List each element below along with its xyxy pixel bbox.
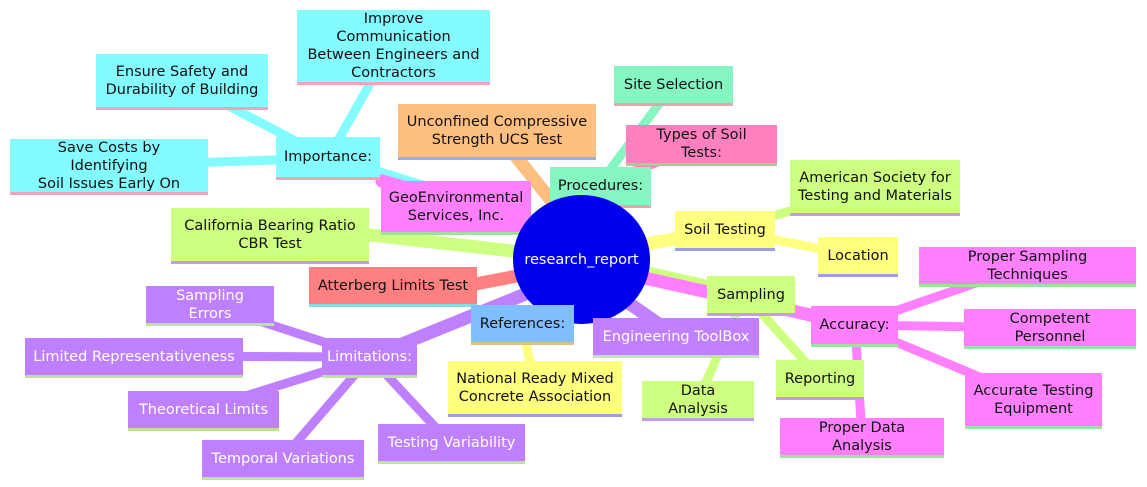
- node-label: California Bearing Ratio CBR Test: [184, 217, 356, 252]
- node-testing-variability[interactable]: Testing Variability: [378, 424, 525, 464]
- node-label: Proper Sampling Techniques: [967, 248, 1088, 283]
- node-competent-personnel[interactable]: Competent Personnel: [964, 309, 1136, 349]
- node-label: Ensure Safety and Durability of Building: [105, 63, 259, 98]
- node-label: Reporting: [784, 370, 856, 387]
- node-label: National Ready Mixed Concrete Associatio…: [456, 370, 614, 405]
- node-label: Theoretical Limits: [138, 401, 269, 418]
- node-label: Soil Testing: [684, 221, 766, 238]
- node-reporting[interactable]: Reporting: [776, 360, 864, 400]
- node-limited-representativeness[interactable]: Limited Representativeness: [25, 338, 243, 378]
- node-label: Types of Soil Tests:: [656, 127, 747, 161]
- node-american-society[interactable]: American Society for Testing and Materia…: [790, 160, 960, 216]
- node-data-analysis[interactable]: Data Analysis: [642, 381, 754, 421]
- node-label: Competent Personnel: [1009, 310, 1091, 345]
- node-save-costs[interactable]: Save Costs by Identifying Soil Issues Ea…: [10, 139, 208, 195]
- node-label: Limited Representativeness: [33, 348, 235, 365]
- node-label: Importance:: [284, 149, 372, 165]
- node-label: Accurate Testing Equipment: [973, 382, 1094, 417]
- node-atterberg[interactable]: Atterberg Limits Test: [309, 267, 477, 307]
- node-types-of-soil-tests[interactable]: Types of Soil Tests:: [626, 125, 777, 166]
- node-ensure-safety[interactable]: Ensure Safety and Durability of Building: [96, 54, 268, 110]
- node-unconfined[interactable]: Unconfined Compressive Strength UCS Test: [398, 104, 596, 160]
- node-label: Unconfined Compressive Strength UCS Test: [406, 113, 588, 148]
- node-national-ready-mixed[interactable]: National Ready Mixed Concrete Associatio…: [448, 361, 622, 417]
- node-label: Site Selection: [623, 76, 724, 93]
- node-label: Sampling: [717, 286, 785, 303]
- node-sampling-errors[interactable]: Sampling Errors: [146, 286, 274, 326]
- node-label: Sampling Errors: [176, 287, 244, 322]
- node-label: Atterberg Limits Test: [317, 277, 469, 294]
- node-label: Location: [827, 247, 889, 264]
- node-improve-communication[interactable]: Improve Communication Between Engineers …: [297, 10, 490, 85]
- node-label: Save Costs by Identifying Soil Issues Ea…: [37, 139, 181, 192]
- root-node[interactable]: research_report: [513, 195, 650, 324]
- node-label: Improve Communication Between Engineers …: [307, 11, 480, 81]
- node-location[interactable]: Location: [818, 237, 898, 277]
- node-label: Accuracy:: [819, 317, 890, 333]
- node-label: Procedures:: [557, 178, 644, 194]
- node-label: Limitations:: [326, 348, 413, 365]
- node-california[interactable]: California Bearing Ratio CBR Test: [171, 208, 369, 264]
- node-limitations[interactable]: Limitations:: [322, 338, 417, 378]
- node-geoenvironmental[interactable]: GeoEnvironmental Services, Inc.: [381, 181, 531, 235]
- node-engineering-toolbox[interactable]: Engineering ToolBox: [593, 318, 759, 358]
- node-label: Temporal Variations: [211, 450, 355, 467]
- node-theoretical-limits[interactable]: Theoretical Limits: [128, 391, 279, 431]
- node-proper-data-analysis[interactable]: Proper Data Analysis: [780, 418, 944, 458]
- node-proper-sampling[interactable]: Proper Sampling Techniques: [919, 247, 1136, 287]
- node-label: References:: [479, 315, 566, 332]
- root-label: research_report: [524, 251, 639, 268]
- node-accurate-testing[interactable]: Accurate Testing Equipment: [965, 373, 1102, 429]
- node-label: Engineering ToolBox: [602, 328, 750, 345]
- node-temporal-variations[interactable]: Temporal Variations: [202, 440, 364, 480]
- node-label: American Society for Testing and Materia…: [798, 169, 952, 204]
- node-accuracy[interactable]: Accuracy:: [811, 306, 898, 347]
- node-label: GeoEnvironmental Services, Inc.: [388, 189, 524, 224]
- node-importance[interactable]: Importance:: [276, 137, 380, 180]
- node-soil-testing[interactable]: Soil Testing: [675, 211, 775, 251]
- node-sampling[interactable]: Sampling: [707, 276, 795, 316]
- node-references[interactable]: References:: [471, 305, 574, 345]
- node-label: Testing Variability: [387, 434, 516, 451]
- node-site-selection[interactable]: Site Selection: [614, 66, 733, 106]
- node-label: Data Analysis: [668, 382, 728, 417]
- node-label: Proper Data Analysis: [818, 419, 906, 454]
